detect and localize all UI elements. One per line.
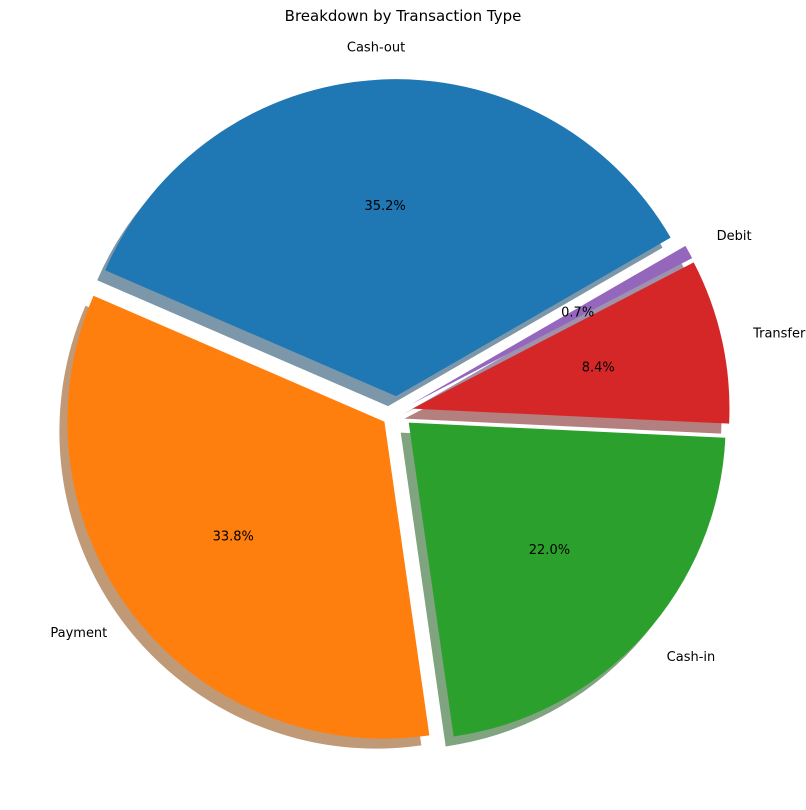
slice-pct-cash-in: 22.0% — [529, 543, 570, 558]
slice-label-debit: Debit — [717, 229, 752, 244]
slice-payment — [67, 295, 430, 739]
slice-pct-transfer: 8.4% — [582, 360, 615, 375]
slice-label-cash-out: Cash-out — [347, 41, 405, 56]
chart-title: Breakdown by Transaction Type — [284, 7, 522, 25]
slice-pct-cash-out: 35.2% — [364, 199, 405, 214]
slice-label-payment: Payment — [50, 626, 107, 641]
slice-label-cash-in: Cash-in — [667, 650, 716, 665]
slice-transfer — [412, 262, 730, 424]
slice-cash-in — [408, 422, 726, 737]
slice-debit — [410, 245, 693, 405]
slice-labels: Cash-out 35.2% Payment 33.8% Cash-in 22.0% Tra… — [50, 41, 806, 665]
slice-pct-debit: 0.7% — [561, 305, 594, 320]
slice-label-transfer: Transfer — [752, 326, 806, 341]
slice-cash-out — [105, 79, 671, 397]
slice-wedges — [67, 79, 730, 739]
slice-pct-payment: 33.8% — [213, 530, 254, 545]
